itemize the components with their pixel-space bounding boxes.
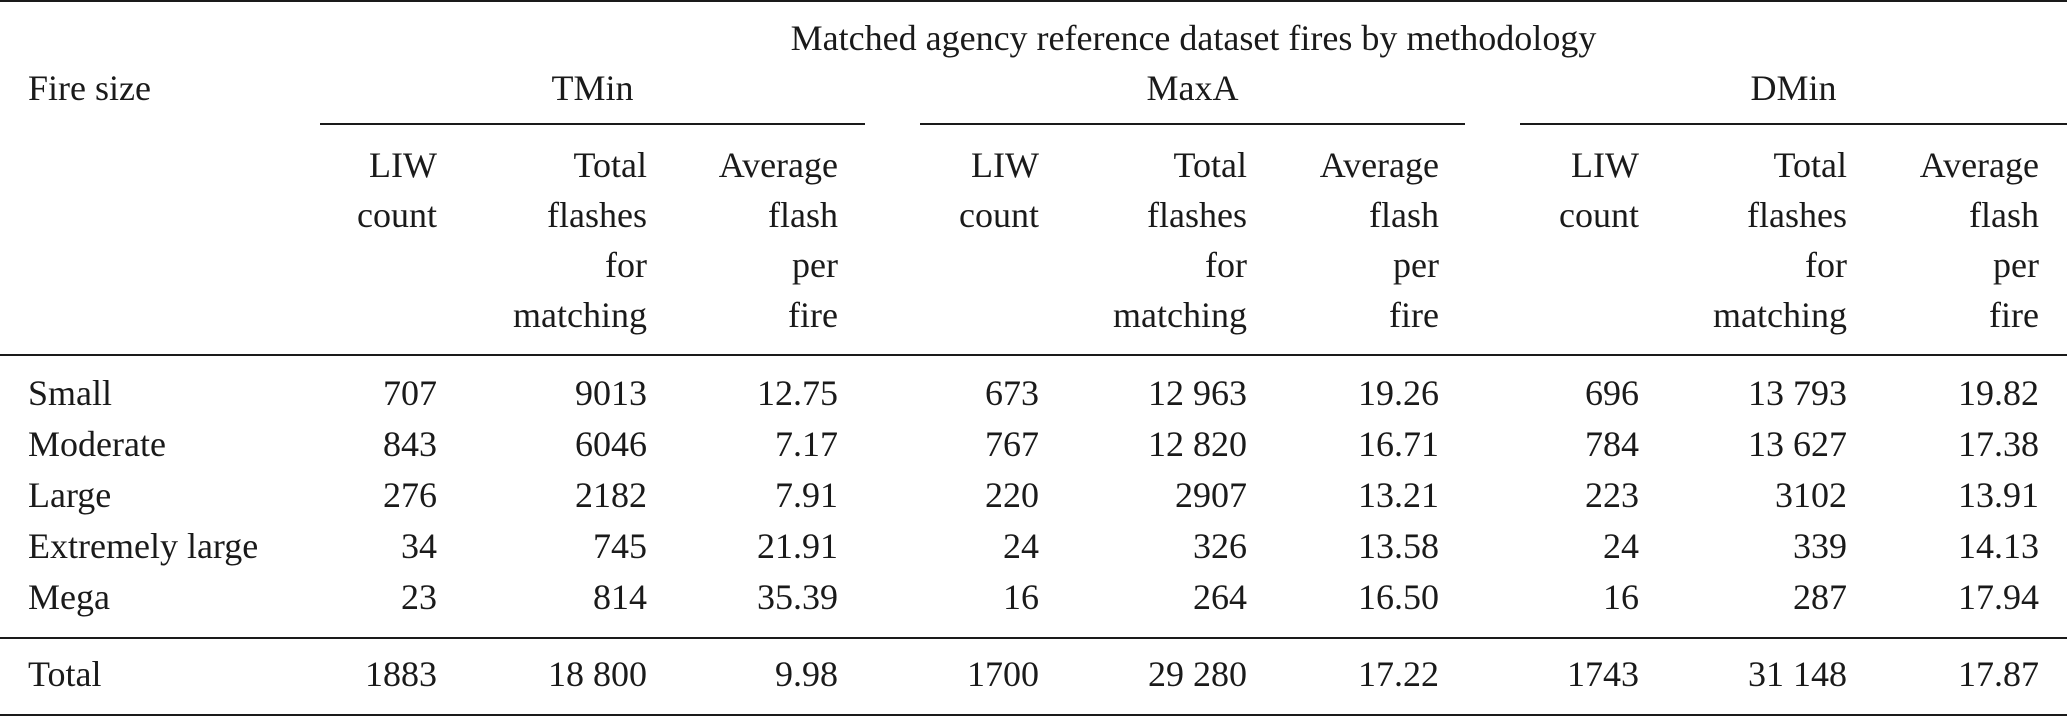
- table-cell: 19.26: [1358, 373, 1439, 413]
- group-name-maxa: MaxA: [1146, 68, 1239, 108]
- table-cell: 767: [985, 424, 1039, 464]
- table-cell: 35.39: [757, 577, 838, 617]
- table-cell: 16.50: [1358, 577, 1439, 617]
- table-cell: 673: [985, 373, 1039, 413]
- column-header-total-flashes: Total flashes for matching: [1113, 145, 1247, 335]
- table-cell: 16.71: [1358, 424, 1439, 464]
- table-cell: 34: [401, 526, 437, 566]
- table-cell: 7.17: [775, 424, 838, 464]
- table-cell: 707: [383, 373, 437, 413]
- table-cell: 19.82: [1958, 373, 2039, 413]
- table-cell: 13.91: [1958, 475, 2039, 515]
- table-cell: 17.94: [1958, 577, 2039, 617]
- total-cell: 1700: [967, 654, 1039, 694]
- table-cell: 287: [1793, 577, 1847, 617]
- column-header-liw-count: LIW count: [357, 145, 437, 235]
- column-header-total-flashes: Total flashes for matching: [513, 145, 647, 335]
- group-name-tmin: TMin: [551, 68, 634, 108]
- total-cell: 1883: [365, 654, 437, 694]
- table-cell: 13 627: [1748, 424, 1847, 464]
- column-header-total-flashes: Total flashes for matching: [1713, 145, 1847, 335]
- table-cell: 843: [383, 424, 437, 464]
- table-cell: 696: [1585, 373, 1639, 413]
- row-header-fire-size: Fire size: [28, 68, 151, 108]
- total-cell: 18 800: [548, 654, 647, 694]
- row-label: Extremely large: [28, 526, 259, 566]
- table-cell: 12 963: [1148, 373, 1247, 413]
- table-cell: 745: [593, 526, 647, 566]
- row-label: Moderate: [28, 424, 166, 464]
- total-cell: 29 280: [1148, 654, 1247, 694]
- table-cell: 16: [1003, 577, 1039, 617]
- table-cell: 264: [1193, 577, 1247, 617]
- table-cell: 3102: [1775, 475, 1847, 515]
- table-cell: 339: [1793, 526, 1847, 566]
- table-cell: 9013: [575, 373, 647, 413]
- table-cell: 16: [1603, 577, 1639, 617]
- group-name-dmin: DMin: [1750, 68, 1837, 108]
- table-cell: 814: [593, 577, 647, 617]
- group-rule-tmin: [320, 123, 865, 125]
- table-cell: 6046: [575, 424, 647, 464]
- total-cell: 9.98: [775, 654, 838, 694]
- column-header-liw-count: LIW count: [959, 145, 1039, 235]
- row-label: Small: [28, 373, 113, 413]
- total-rule: [0, 637, 2067, 639]
- table-cell: 7.91: [775, 475, 838, 515]
- table-cell: 276: [383, 475, 437, 515]
- header-rule: [0, 354, 2067, 356]
- table-cell: 13.58: [1358, 526, 1439, 566]
- table-cell: 13 793: [1748, 373, 1847, 413]
- table-cell: 12.75: [757, 373, 838, 413]
- total-cell: 17.87: [1958, 654, 2039, 694]
- table-cell: 17.38: [1958, 424, 2039, 464]
- table-cell: 784: [1585, 424, 1639, 464]
- top-rule: [0, 0, 2067, 2]
- column-header-average-flash: Average flash per fire: [1919, 145, 2039, 335]
- table-cell: 14.13: [1958, 526, 2039, 566]
- table-cell: 223: [1585, 475, 1639, 515]
- group-rule-dmin: [1520, 123, 2067, 125]
- column-header-average-flash: Average flash per fire: [1319, 145, 1439, 335]
- table-cell: 326: [1193, 526, 1247, 566]
- table-cell: 2907: [1175, 475, 1247, 515]
- table-cell: 24: [1003, 526, 1039, 566]
- table-cell: 13.21: [1358, 475, 1439, 515]
- row-label: Mega: [28, 577, 110, 617]
- column-header-average-flash: Average flash per fire: [718, 145, 838, 335]
- total-cell: 31 148: [1748, 654, 1847, 694]
- table-cell: 24: [1603, 526, 1639, 566]
- group-rule-maxa: [920, 123, 1465, 125]
- total-cell: 17.22: [1358, 654, 1439, 694]
- table-cell: 2182: [575, 475, 647, 515]
- table-cell: 21.91: [757, 526, 838, 566]
- table-cell: 23: [401, 577, 437, 617]
- table-cell: 220: [985, 475, 1039, 515]
- column-header-liw-count: LIW count: [1559, 145, 1639, 235]
- row-label: Large: [28, 475, 112, 515]
- total-row-label: Total: [28, 654, 102, 694]
- table-cell: 12 820: [1148, 424, 1247, 464]
- bottom-rule: [0, 714, 2067, 716]
- total-cell: 1743: [1567, 654, 1639, 694]
- super-header: Matched agency reference dataset fires b…: [790, 18, 1597, 58]
